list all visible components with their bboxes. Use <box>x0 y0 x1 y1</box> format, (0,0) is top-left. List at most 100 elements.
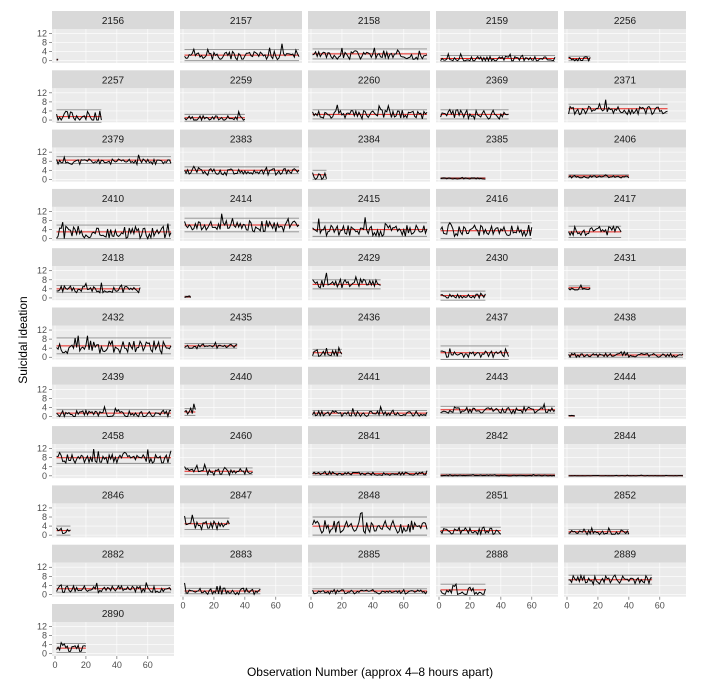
strip-label-2157: 2157 <box>230 16 253 27</box>
strip-2889 <box>564 544 686 563</box>
panel-bg-2260 <box>308 88 430 123</box>
panel-2369: 2369 <box>436 70 558 123</box>
panel-2444: 2444 <box>564 366 686 419</box>
y-tick-label: 8 <box>42 216 47 226</box>
strip-2848 <box>308 485 430 504</box>
y-tick-label: 12 <box>37 384 47 394</box>
x-tick-label: 0 <box>308 601 313 611</box>
strip-2417 <box>564 188 686 207</box>
strip-2440 <box>180 366 302 385</box>
y-tick-label: 8 <box>42 38 47 48</box>
strip-2432 <box>52 307 174 326</box>
strip-label-2385: 2385 <box>486 135 509 146</box>
strip-label-2384: 2384 <box>358 135 381 146</box>
x-tick-label: 0 <box>436 601 441 611</box>
y-tick-label: 12 <box>37 325 47 335</box>
y-tick-label: 0 <box>42 530 47 540</box>
y-tick-label: 12 <box>37 29 47 39</box>
y-tick-label: 0 <box>42 649 47 659</box>
series-line-2437 <box>440 347 510 359</box>
strip-label-2844: 2844 <box>614 431 637 442</box>
series-line-2430 <box>440 292 486 300</box>
strip-2885 <box>308 544 430 563</box>
strip-label-2418: 2418 <box>102 253 125 264</box>
series-line-2851 <box>440 526 502 536</box>
panel-bg-2851 <box>436 503 558 538</box>
panel-bg-2846 <box>52 503 174 538</box>
panel-2844: 2844 <box>564 426 686 479</box>
panel-bg-2431 <box>564 266 686 301</box>
panel-bg-2257 <box>52 88 174 123</box>
strip-2883 <box>180 544 302 563</box>
strip-2882 <box>52 544 174 563</box>
strip-label-2430: 2430 <box>486 253 509 264</box>
panel-2429: 2429 <box>308 248 430 301</box>
panel-2440: 2440 <box>180 366 302 419</box>
y-tick-label: 4 <box>42 106 47 116</box>
panel-2437: 2437 <box>436 307 558 360</box>
panel-bg-2444 <box>564 384 686 419</box>
panel-bg-2443 <box>436 384 558 419</box>
series-line-2435 <box>184 340 238 350</box>
strip-label-2260: 2260 <box>358 75 381 86</box>
strip-label-2435: 2435 <box>230 313 253 324</box>
strip-2385 <box>436 129 558 148</box>
strip-label-2431: 2431 <box>614 253 637 264</box>
x-tick-label: 40 <box>496 601 506 611</box>
series-line-2259 <box>184 109 246 122</box>
panel-bg-2440 <box>180 384 302 419</box>
panel-bg-2432 <box>52 325 174 360</box>
strip-label-2256: 2256 <box>614 16 637 27</box>
strip-label-2429: 2429 <box>358 253 381 264</box>
x-tick-label: 0 <box>564 601 569 611</box>
panel-bg-2883 <box>180 562 302 597</box>
panel-2383: 2383 <box>180 129 302 182</box>
series-line-2888 <box>440 582 486 596</box>
strip-label-2436: 2436 <box>358 313 381 324</box>
strip-label-2889: 2889 <box>614 550 637 561</box>
strip-2888 <box>436 544 558 563</box>
y-tick-label: 4 <box>42 462 47 472</box>
series-line-2414 <box>184 213 300 233</box>
strip-2256 <box>564 11 686 29</box>
y-tick-label: 12 <box>37 622 47 632</box>
series-line-2384 <box>312 171 327 181</box>
series-line-2842 <box>440 474 556 477</box>
strip-2444 <box>564 366 686 385</box>
x-axis-title: Observation Number (approx 4–8 hours apa… <box>247 665 493 679</box>
strip-label-2417: 2417 <box>614 194 637 205</box>
strip-2369 <box>436 70 558 89</box>
panel-bg-2156 <box>52 29 174 63</box>
panel-bg-2385 <box>436 147 558 182</box>
panel-bg-2383 <box>180 147 302 182</box>
strip-2841 <box>308 426 430 445</box>
strip-2844 <box>564 426 686 445</box>
panel-2260: 2260 <box>308 70 430 123</box>
strip-label-2159: 2159 <box>486 16 509 27</box>
series-line-2431 <box>568 283 591 291</box>
panel-2888: 2888 0 20 40 60 <box>436 544 558 611</box>
strip-label-2841: 2841 <box>358 431 381 442</box>
y-tick-label: 4 <box>42 47 47 57</box>
strip-2156 <box>52 11 174 29</box>
strip-label-2406: 2406 <box>614 135 637 146</box>
y-tick-label: 8 <box>42 275 47 285</box>
strip-2437 <box>436 307 558 326</box>
strip-2418 <box>52 248 174 267</box>
strip-label-2259: 2259 <box>230 75 253 86</box>
series-line-2157 <box>184 43 300 61</box>
series-line-2847 <box>184 514 230 532</box>
strip-label-2885: 2885 <box>358 550 381 561</box>
strip-label-2416: 2416 <box>486 194 509 205</box>
panel-bg-2418 <box>52 266 174 301</box>
strip-label-2410: 2410 <box>102 194 125 205</box>
panel-2842: 2842 <box>436 426 558 479</box>
panel-2430: 2430 <box>436 248 558 301</box>
y-tick-label: 0 <box>42 115 47 125</box>
x-tick-label: 40 <box>240 601 250 611</box>
